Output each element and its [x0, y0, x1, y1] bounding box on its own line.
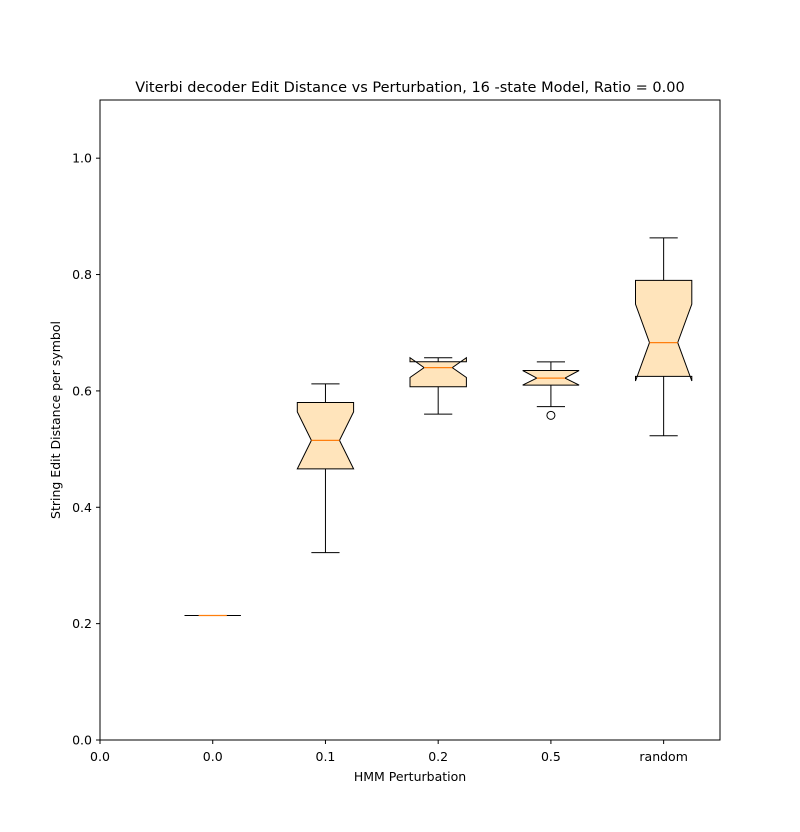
box-0.2	[409, 356, 467, 415]
y-tick-label: 1.0	[72, 151, 92, 166]
box-body	[635, 279, 693, 382]
y-tick-label: 0.2	[72, 616, 92, 631]
plot-area-frame	[99, 99, 721, 741]
x-tick-label: 0.0	[203, 749, 223, 764]
x-tick-label: random	[639, 749, 687, 764]
box-body	[409, 356, 467, 388]
x-tick-label: 0.1	[316, 749, 336, 764]
x-axis: 0.0 0.0 0.1 0.2 0.5 random	[90, 740, 688, 764]
y-tick-label: 0.4	[72, 500, 92, 515]
flier-point	[546, 410, 556, 420]
x-tick-label: 0.5	[541, 749, 561, 764]
y-axis: 0.0 0.2 0.4 0.6 0.8 1.0	[72, 151, 100, 748]
y-axis-label: String Edit Distance per symbol	[48, 321, 63, 519]
y-tick-label: 0.8	[72, 267, 92, 282]
box-0.1	[296, 383, 355, 554]
y-tick-label: 0.0	[72, 733, 92, 748]
x-tick-label: 0.0	[90, 749, 110, 764]
box-series	[184, 237, 693, 617]
x-axis-label: HMM Perturbation	[354, 769, 466, 784]
y-tick-label: 0.6	[72, 383, 92, 398]
box-random	[635, 237, 693, 437]
chart-title: Viterbi decoder Edit Distance vs Perturb…	[135, 80, 684, 96]
box-0.5	[522, 361, 580, 420]
x-tick-label: 0.2	[428, 749, 448, 764]
box-body	[296, 402, 355, 470]
